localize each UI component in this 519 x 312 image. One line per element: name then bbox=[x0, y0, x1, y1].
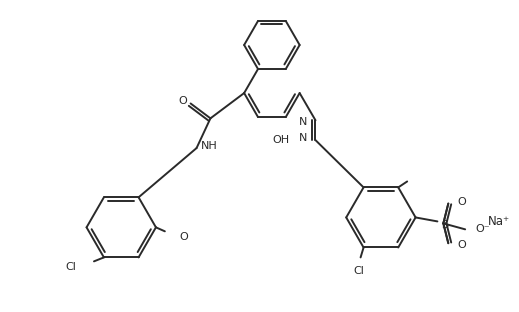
Text: Cl: Cl bbox=[353, 266, 364, 276]
Text: O: O bbox=[457, 240, 466, 250]
Text: OH: OH bbox=[272, 135, 289, 145]
Text: O: O bbox=[180, 232, 188, 242]
Text: Na⁺: Na⁺ bbox=[488, 215, 510, 228]
Text: O⁻: O⁻ bbox=[475, 224, 490, 234]
Text: N: N bbox=[299, 133, 308, 143]
Text: S: S bbox=[441, 220, 448, 230]
Text: N: N bbox=[299, 117, 308, 127]
Text: NH: NH bbox=[200, 141, 217, 151]
Text: O: O bbox=[457, 197, 466, 207]
Text: O: O bbox=[179, 96, 187, 106]
Text: Cl: Cl bbox=[65, 262, 76, 272]
